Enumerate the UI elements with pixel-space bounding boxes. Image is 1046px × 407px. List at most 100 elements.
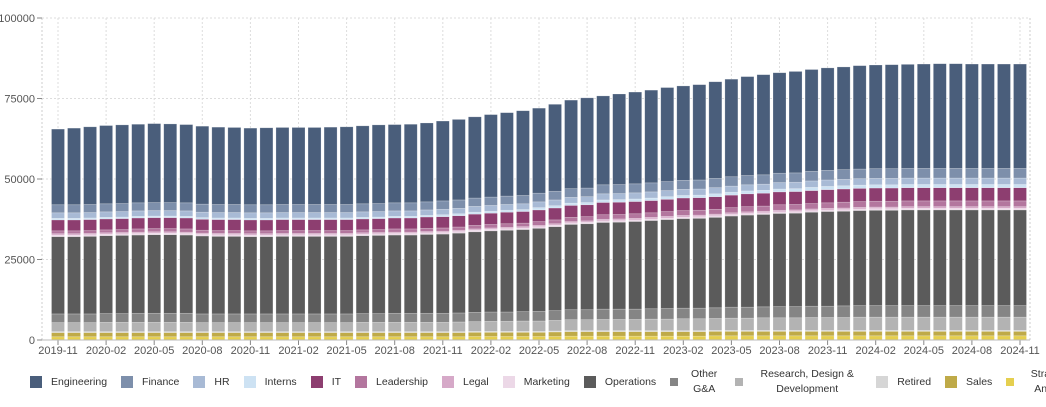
- bar-segment-strategy-analytics: [724, 335, 739, 341]
- bar-segment-research-design-development: [452, 321, 466, 332]
- bar-segment-hr: [788, 181, 803, 189]
- bar-segment-other-g-a: [83, 313, 97, 323]
- bar-segment-engineering: [403, 123, 418, 204]
- bar-segment-engineering: [884, 64, 899, 169]
- bar-segment-operations: [355, 235, 370, 314]
- bar-segment-sales: [884, 331, 899, 337]
- bar-segment-sales: [676, 331, 691, 337]
- bar-segment-other-g-a: [981, 305, 995, 318]
- bar-stack: [836, 66, 851, 341]
- bar-segment-operations: [387, 234, 402, 314]
- bar-segment-engineering: [51, 128, 65, 206]
- bar-segment-engineering: [548, 103, 562, 192]
- bar-stack: [387, 124, 402, 341]
- legend-item[interactable]: Leadership: [355, 375, 428, 390]
- bar-segment-sales: [628, 331, 643, 337]
- bar-segment-operations: [596, 222, 610, 310]
- bar-segment-sales: [211, 332, 226, 338]
- bar-segment-other-g-a: [275, 313, 290, 323]
- legend-label: Legal: [463, 375, 489, 388]
- legend-item[interactable]: Other G&A: [670, 367, 721, 397]
- bar-segment-it: [820, 189, 835, 204]
- bar-segment-strategy-analytics: [900, 335, 915, 341]
- legend-item[interactable]: Retired: [876, 375, 931, 390]
- bar-segment-it: [836, 188, 851, 203]
- legend-item[interactable]: IT: [310, 375, 341, 390]
- bar-segment-leadership: [852, 201, 867, 208]
- bar-segment-research-design-development: [724, 317, 739, 331]
- bar-segment-finance: [51, 204, 65, 214]
- bar-segment-it: [660, 198, 675, 212]
- bar-segment-leadership: [403, 228, 418, 233]
- bar-segment-finance: [227, 204, 242, 213]
- bar-segment-it: [179, 217, 194, 230]
- bar-segment-hr: [83, 212, 97, 219]
- legend-item[interactable]: Research, Design & Development: [735, 367, 862, 397]
- bar-segment-hr: [291, 212, 306, 219]
- bar-segment-research-design-development: [243, 322, 258, 332]
- legend-item[interactable]: Interns: [243, 375, 297, 390]
- bar-segment-interns: [580, 202, 594, 206]
- bar-segment-research-design-development: [307, 322, 322, 332]
- bar-segment-it: [804, 190, 819, 204]
- bar-segment-finance: [387, 202, 402, 212]
- bar-segment-other-g-a: [708, 307, 723, 319]
- bar-segment-strategy-analytics: [949, 335, 963, 341]
- legend-item[interactable]: Legal: [442, 375, 489, 390]
- bar-segment-interns: [997, 184, 1011, 188]
- legend-item[interactable]: HR: [193, 375, 230, 390]
- bar-segment-sales: [115, 332, 129, 338]
- bar-stack: [83, 126, 97, 341]
- bar-segment-interns: [884, 184, 899, 189]
- bar-segment-strategy-analytics: [981, 335, 995, 341]
- legend-item[interactable]: Operations: [583, 375, 656, 390]
- bar-segment-marketing: [371, 233, 386, 236]
- bar-segment-finance: [628, 183, 643, 194]
- bar-segment-hr: [756, 183, 771, 191]
- bar-segment-operations: [884, 209, 899, 306]
- bar-segment-operations: [644, 220, 659, 310]
- bar-segment-operations: [516, 229, 530, 312]
- bar-segment-finance: [468, 197, 482, 207]
- bar-segment-research-design-development: [740, 317, 755, 331]
- legend-label: Retired: [897, 375, 932, 388]
- legend-item[interactable]: Finance: [121, 375, 179, 390]
- bar-segment-operations: [147, 234, 161, 314]
- bar-segment-research-design-development: [804, 317, 819, 331]
- bar-segment-leadership: [1013, 200, 1027, 207]
- bar-segment-operations: [51, 236, 65, 315]
- bar-segment-other-g-a: [371, 313, 386, 323]
- bar-segment-hr: [852, 178, 867, 186]
- bar-segment-other-g-a: [949, 305, 963, 318]
- bar-segment-finance: [564, 188, 578, 198]
- bar-segment-interns: [740, 190, 755, 195]
- bar-segment-leadership: [243, 230, 258, 235]
- bar-segment-other-g-a: [147, 312, 161, 323]
- bar-segment-finance: [99, 203, 113, 213]
- legend-item[interactable]: Engineering: [30, 375, 107, 390]
- bar-segment-sales: [580, 331, 594, 337]
- bar-segment-it: [997, 187, 1011, 202]
- x-tick-label: 2021-02: [278, 345, 318, 357]
- bar-segment-it: [468, 213, 482, 226]
- bar-segment-sales: [339, 332, 354, 338]
- bar-segment-sales: [868, 331, 883, 337]
- legend-item[interactable]: Marketing: [502, 375, 570, 390]
- bar-stack: [67, 127, 81, 341]
- legend-item[interactable]: Sales: [945, 375, 992, 390]
- bar-segment-it: [51, 219, 65, 232]
- bar-segment-hr: [355, 211, 370, 218]
- legend-item[interactable]: Strategy & Analytics: [1006, 367, 1046, 397]
- bar-stack: [516, 110, 530, 341]
- bar-segment-strategy-analytics: [916, 335, 931, 341]
- bar-segment-strategy-analytics: [965, 335, 979, 341]
- bar-segment-leadership: [564, 217, 578, 222]
- bar-segment-operations: [981, 209, 995, 306]
- bar-segment-finance: [484, 196, 498, 206]
- bar-segment-finance: [596, 184, 610, 195]
- bar-segment-strategy-analytics: [836, 335, 851, 341]
- bar-segment-engineering: [131, 123, 145, 204]
- bar-segment-interns: [708, 193, 723, 198]
- bar-segment-research-design-development: [756, 317, 771, 331]
- bar-segment-operations: [740, 214, 755, 308]
